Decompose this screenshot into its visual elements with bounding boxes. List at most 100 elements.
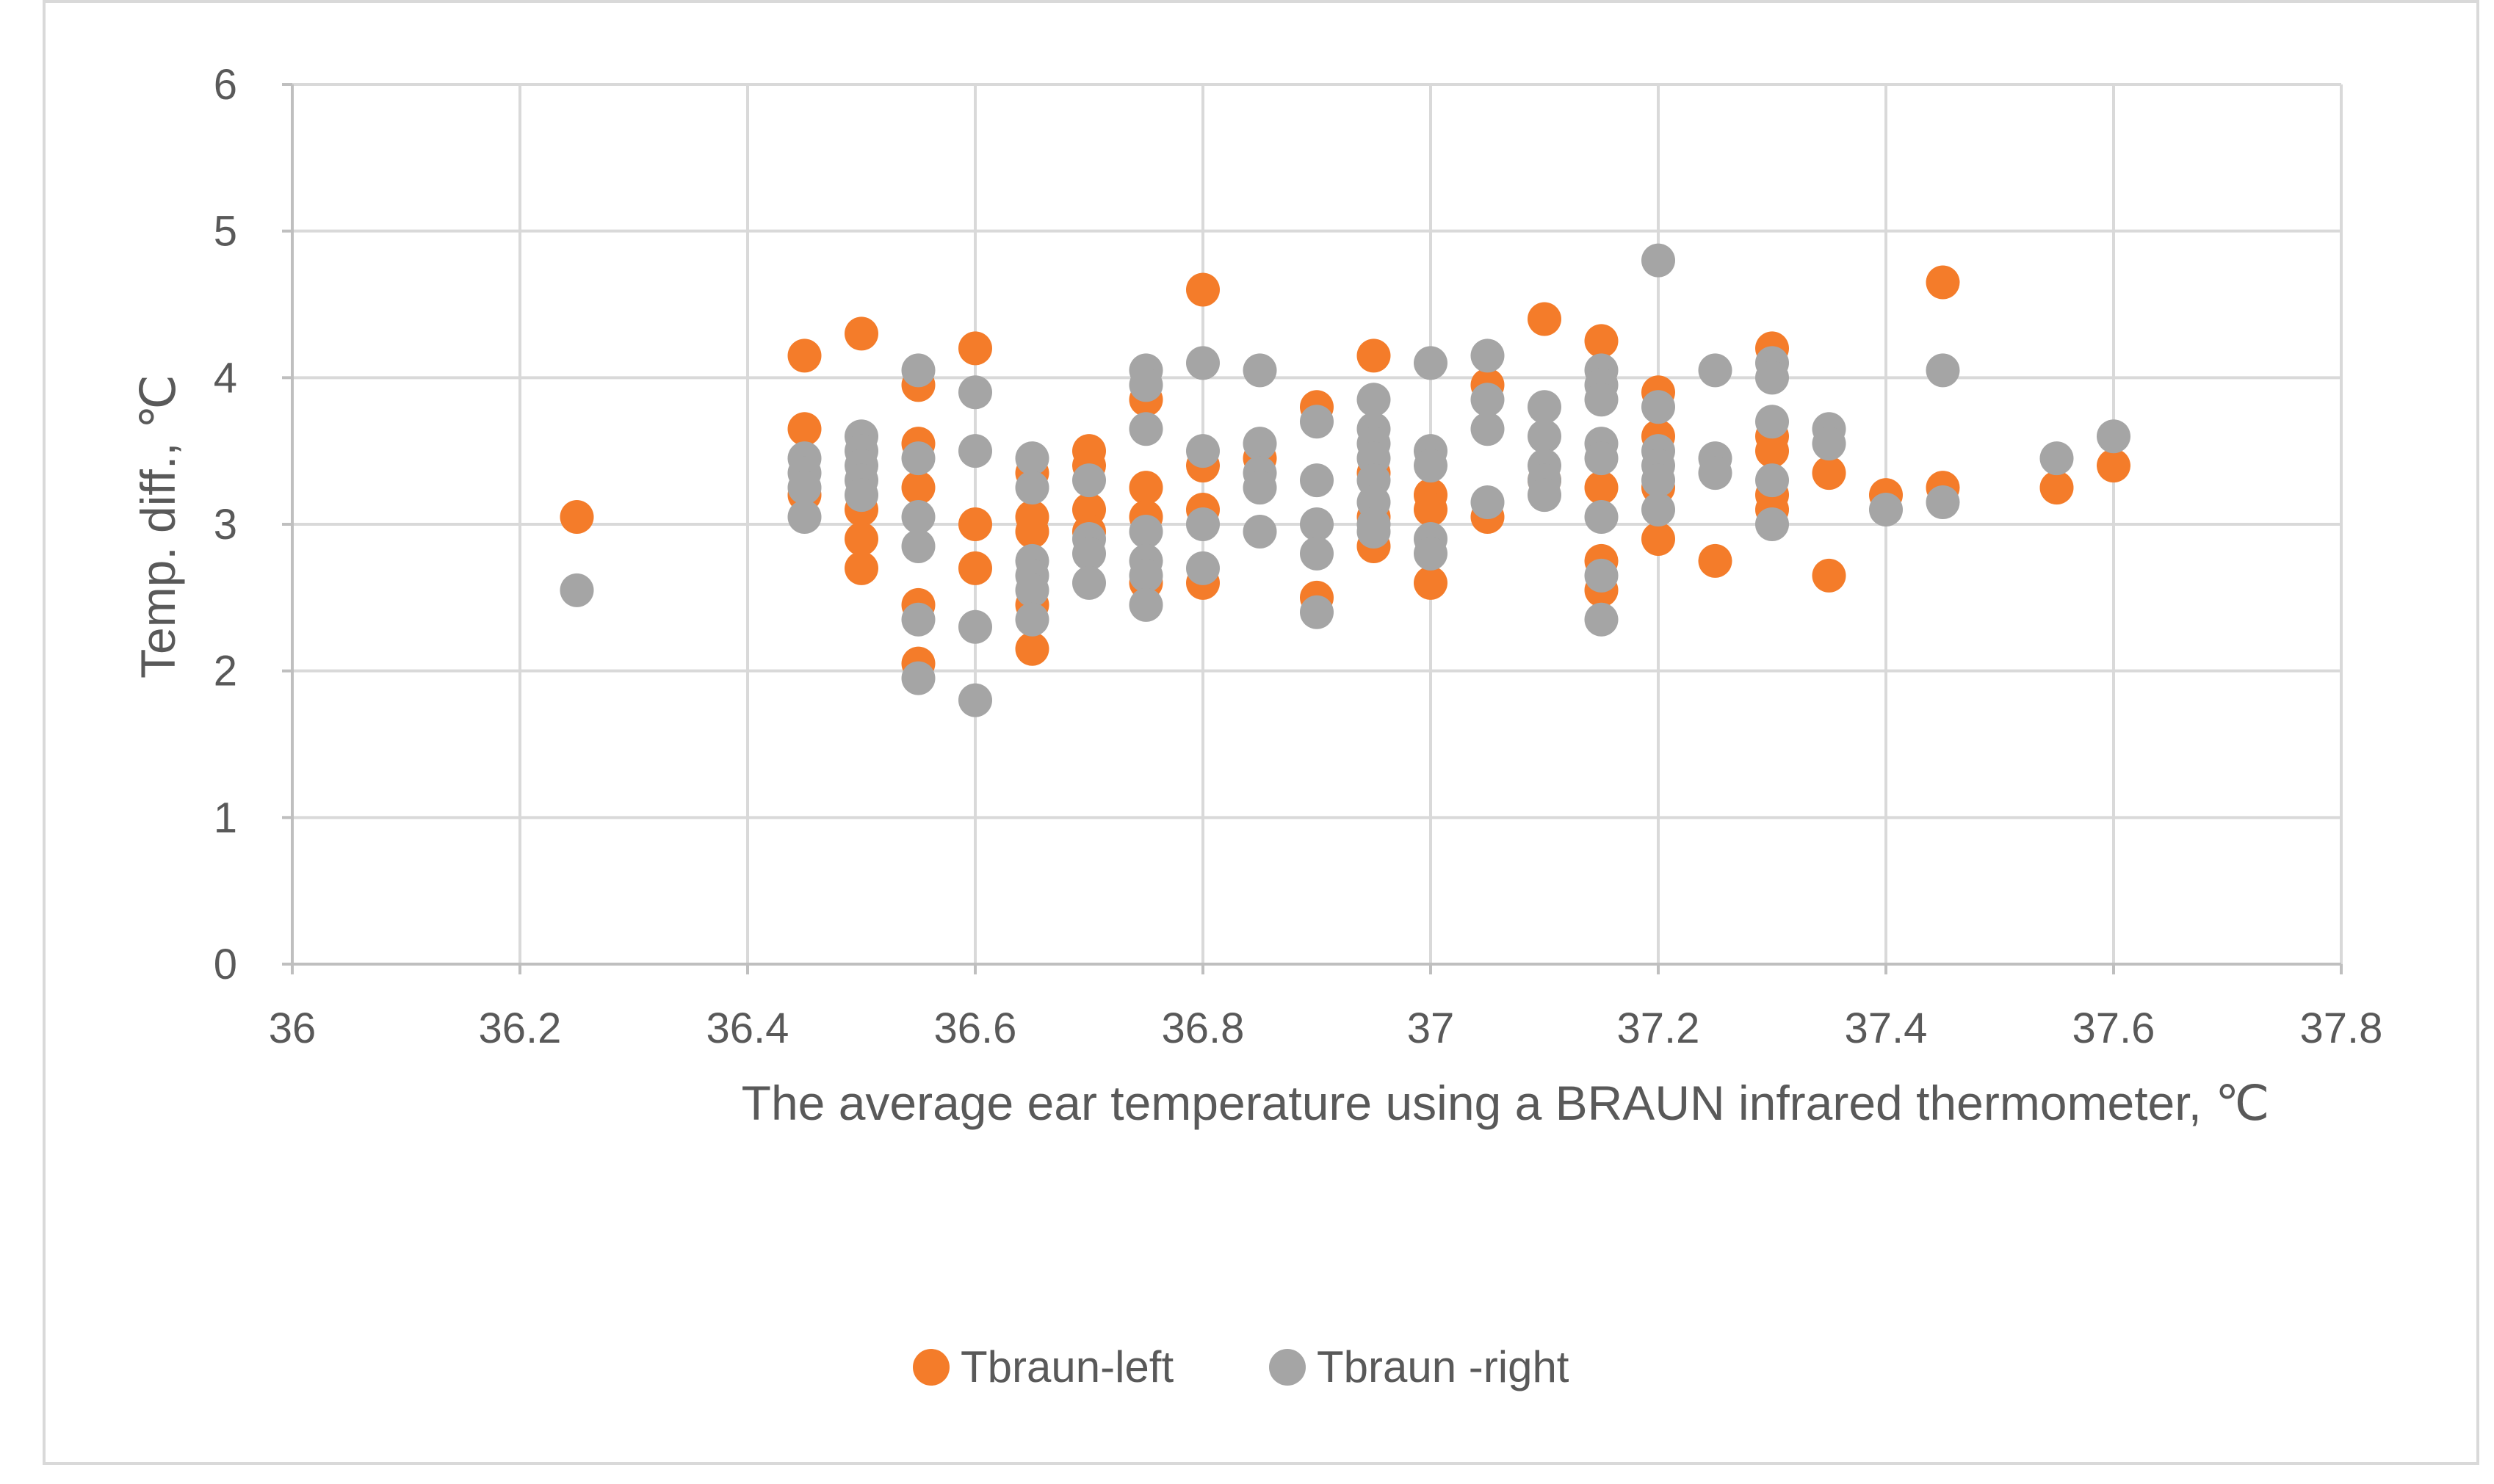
data-point[interactable] [1129,471,1163,505]
data-point[interactable] [1584,471,1619,505]
data-point[interactable] [1528,390,1561,424]
data-point[interactable] [1755,507,1789,541]
data-point[interactable] [1072,463,1106,498]
data-point[interactable] [1015,631,1049,666]
data-point[interactable] [1584,602,1619,637]
data-point[interactable] [1015,471,1049,505]
data-point[interactable] [1186,551,1220,585]
data-point[interactable] [901,661,936,695]
data-point[interactable] [1528,302,1561,336]
data-point[interactable] [901,441,936,476]
data-point[interactable] [1641,390,1675,424]
data-point[interactable] [1186,272,1220,307]
data-point[interactable] [1470,412,1505,446]
data-point[interactable] [901,529,936,563]
data-point[interactable] [1243,427,1277,461]
data-point[interactable] [787,339,822,373]
data-point[interactable] [1015,514,1049,549]
data-point[interactable] [958,375,992,410]
data-point[interactable] [1243,514,1277,549]
legend[interactable]: Tbraun-left Tbraun -right [913,1342,1569,1391]
data-point[interactable] [2039,471,2074,505]
data-point[interactable] [560,500,594,535]
data-point[interactable] [1470,485,1505,520]
data-point[interactable] [1869,493,1903,527]
data-point[interactable] [901,353,936,388]
data-point[interactable] [1300,536,1334,571]
data-point[interactable] [958,331,992,366]
data-point[interactable] [1129,587,1163,622]
data-point[interactable] [1812,558,1846,593]
data-point[interactable] [1584,558,1619,593]
data-point[interactable] [1129,412,1163,446]
data-point[interactable] [1641,521,1675,556]
data-point[interactable] [2039,441,2074,476]
data-point[interactable] [1300,507,1334,541]
data-point[interactable] [1300,463,1334,498]
data-point[interactable] [1470,383,1505,417]
data-point[interactable] [958,683,992,717]
data-point[interactable] [1812,456,1846,491]
data-point[interactable] [2097,419,2130,454]
data-point[interactable] [845,478,878,513]
data-point[interactable] [958,434,992,468]
data-point[interactable] [1755,361,1789,395]
data-point[interactable] [1641,243,1675,278]
data-point[interactable] [1356,383,1391,417]
data-point[interactable] [1072,565,1106,600]
data-point[interactable] [1129,514,1163,549]
data-point[interactable] [1072,536,1106,571]
data-point[interactable] [845,551,878,585]
data-point[interactable] [1926,265,1960,300]
data-point[interactable] [1300,595,1334,629]
data-point[interactable] [1584,441,1619,476]
data-point[interactable] [1698,456,1732,491]
data-point[interactable] [1584,500,1619,535]
data-point[interactable] [1641,493,1675,527]
data-point[interactable] [1698,543,1732,578]
data-point[interactable] [1584,324,1619,358]
data-point[interactable] [958,507,992,541]
data-point[interactable] [1812,427,1846,461]
data-point[interactable] [958,609,992,644]
data-point[interactable] [1414,346,1447,380]
data-point[interactable] [958,551,992,585]
data-point[interactable] [787,412,822,446]
data-point[interactable] [1926,353,1960,388]
data-point[interactable] [560,573,594,607]
data-point[interactable] [1186,346,1220,380]
data-point[interactable] [1528,478,1561,513]
data-point[interactable] [1356,514,1391,549]
data-point[interactable] [1015,602,1049,637]
data-point[interactable] [901,602,936,637]
data-point[interactable] [1129,368,1163,402]
data-point[interactable] [1243,353,1277,388]
data-point[interactable] [1414,536,1447,571]
data-point[interactable] [1015,441,1049,476]
data-point[interactable] [787,500,822,535]
data-point[interactable] [1015,573,1049,607]
data-point[interactable] [1356,339,1391,373]
data-point[interactable] [1755,434,1789,468]
data-point[interactable] [1755,463,1789,498]
data-point[interactable] [1414,449,1447,483]
data-point[interactable] [845,316,878,351]
data-point[interactable] [1186,434,1220,468]
data-point[interactable] [1584,383,1619,417]
data-point[interactable] [1926,485,1960,520]
data-point[interactable] [1300,405,1334,439]
data-point[interactable] [2097,449,2130,483]
data-point[interactable] [1698,353,1732,388]
data-point[interactable] [1641,463,1675,498]
data-point[interactable] [901,471,936,505]
data-point[interactable] [787,471,822,505]
data-point[interactable] [1414,493,1447,527]
data-point[interactable] [1755,405,1789,439]
data-point[interactable] [1186,507,1220,541]
data-point[interactable] [845,521,878,556]
data-point[interactable] [1528,419,1561,454]
data-point[interactable] [901,500,936,535]
data-point[interactable] [1129,558,1163,593]
data-point[interactable] [1470,339,1505,373]
data-point[interactable] [1243,471,1277,505]
